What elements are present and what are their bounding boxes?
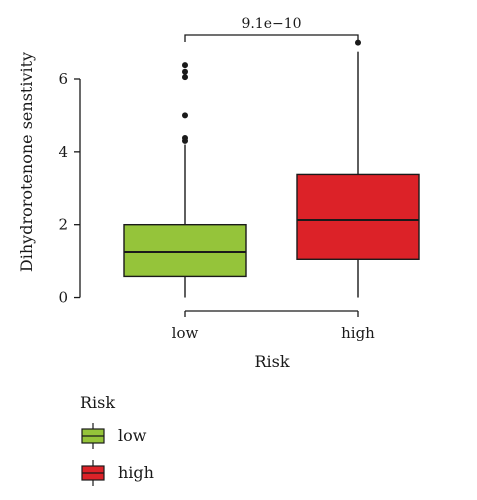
p-value-label: 9.1e−10 [241, 16, 301, 32]
box-body [123, 223, 247, 278]
outlier-point [182, 135, 188, 141]
x-axis-title: Risk [254, 352, 289, 371]
legend-item-high: high [81, 460, 154, 486]
legend-label: high [118, 463, 154, 482]
y-tick-label: 4 [58, 143, 68, 161]
y-axis: 0 2 4 6 [58, 70, 81, 307]
legend-item-low: low [81, 423, 147, 449]
box-high [296, 39, 420, 298]
y-tick-label: 0 [58, 289, 68, 307]
outlier-point [355, 39, 361, 46]
boxes [123, 39, 420, 298]
legend-label: low [118, 426, 147, 445]
x-tick-label: low [172, 324, 199, 342]
outlier-point [182, 68, 188, 75]
y-tick-label: 6 [58, 70, 68, 88]
outlier-point [182, 112, 188, 119]
outlier-point [182, 74, 188, 81]
y-tick-label: 2 [58, 216, 68, 234]
box-low [123, 62, 247, 298]
legend-title: Risk [80, 393, 115, 412]
x-axis: low high [172, 310, 375, 342]
outlier-point [182, 62, 188, 69]
significance-bracket [184, 34, 359, 42]
significance-annotation: 9.1e−10 [184, 16, 359, 42]
box-body [296, 173, 420, 260]
x-tick-label: high [341, 324, 375, 342]
y-axis-title: Dihydrorotenone senstivity [17, 52, 36, 272]
